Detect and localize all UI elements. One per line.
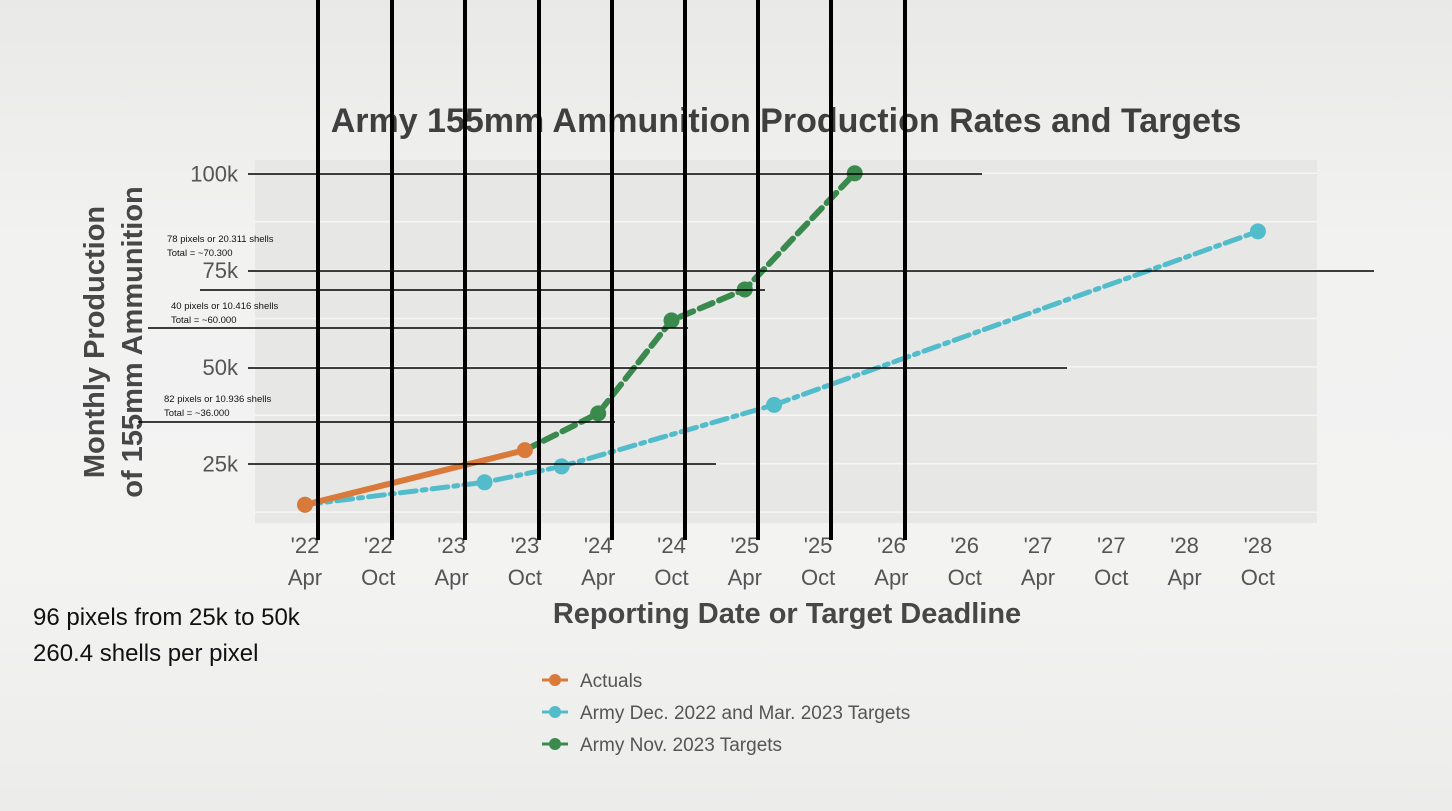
x-tick-year: '23 bbox=[511, 533, 540, 558]
note3-line1: 82 pixels or 10.936 shells bbox=[164, 394, 271, 405]
x-tick-year: '27 bbox=[1097, 533, 1126, 558]
note1-line1: 78 pixels or 20.311 shells bbox=[167, 234, 274, 245]
series-0-marker bbox=[516, 442, 533, 459]
plot-area bbox=[255, 160, 1317, 523]
legend-marker bbox=[549, 706, 561, 718]
x-tick-year: '22 bbox=[364, 533, 393, 558]
series-1-marker bbox=[476, 474, 493, 491]
legend-label: Army Nov. 2023 Targets bbox=[580, 735, 782, 756]
y-tick-label: 75k bbox=[203, 258, 239, 283]
x-tick-year: '25 bbox=[804, 533, 833, 558]
y-tick-label: 25k bbox=[203, 452, 239, 477]
overlay-horizontal-lines bbox=[138, 173, 1374, 465]
y-axis-label-line-2: of 155mm Ammunition bbox=[117, 186, 149, 498]
x-tick-month: Apr bbox=[581, 565, 615, 590]
legend-marker bbox=[549, 738, 561, 750]
bottom-note-2: 260.4 shells per pixel bbox=[33, 640, 258, 667]
x-tick-month: Oct bbox=[1241, 565, 1275, 590]
x-tick-year: '26 bbox=[950, 533, 979, 558]
series-0-marker bbox=[297, 496, 313, 513]
x-tick-year: '28 bbox=[1244, 533, 1273, 558]
chart-title: Army 155mm Ammunition Production Rates a… bbox=[331, 102, 1242, 140]
x-tick-year: '22 bbox=[291, 533, 320, 558]
y-tick-label: 100k bbox=[190, 161, 239, 186]
x-tick-month: Apr bbox=[288, 565, 322, 590]
y-axis-label-line-1: Monthly Production bbox=[79, 206, 111, 478]
x-tick-year: '26 bbox=[877, 533, 906, 558]
series-layer bbox=[297, 165, 1266, 513]
x-tick-month: Oct bbox=[801, 565, 835, 590]
y-tick-labels: 25k 50k 75k 100k bbox=[190, 161, 239, 476]
series-2-marker bbox=[590, 405, 607, 422]
x-tick-month: Apr bbox=[1021, 565, 1055, 590]
legend-label: Army Dec. 2022 and Mar. 2023 Targets bbox=[580, 703, 910, 724]
x-tick-year: '28 bbox=[1170, 533, 1199, 558]
bottom-note-1: 96 pixels from 25k to 50k bbox=[33, 604, 301, 631]
note2-line2: Total = ~60.000 bbox=[171, 315, 237, 326]
legend-label: Actuals bbox=[580, 671, 642, 692]
note2-line1: 40 pixels or 10.416 shells bbox=[171, 301, 278, 312]
x-tick-month: Apr bbox=[1167, 565, 1201, 590]
overlay-vertical-lines bbox=[316, 0, 907, 540]
x-tick-year: '24 bbox=[657, 533, 686, 558]
x-axis-label: Reporting Date or Target Deadline bbox=[553, 598, 1021, 630]
note3-line2: Total = ~36.000 bbox=[164, 408, 230, 419]
series-1-marker bbox=[553, 458, 570, 475]
x-tick-month: Oct bbox=[654, 565, 688, 590]
x-tick-year: '24 bbox=[584, 533, 613, 558]
x-tick-month: Apr bbox=[728, 565, 762, 590]
x-tick-month: Apr bbox=[874, 565, 908, 590]
x-tick-month: Apr bbox=[434, 565, 468, 590]
note1-line2: Total = ~70.300 bbox=[167, 248, 233, 259]
x-tick-month: Oct bbox=[948, 565, 982, 590]
x-tick-year: '27 bbox=[1024, 533, 1053, 558]
series-1-marker bbox=[766, 396, 783, 413]
x-tick-month: Oct bbox=[361, 565, 395, 590]
x-tick-year: '23 bbox=[437, 533, 466, 558]
series-2-marker bbox=[663, 312, 680, 329]
y-tick-label: 50k bbox=[203, 355, 239, 380]
x-tick-labels: '22 Apr '22 Oct '23 Apr '23 Oct '24 Apr '24 Oct '25 A… bbox=[288, 533, 1275, 590]
legend-marker bbox=[549, 674, 561, 686]
legend: Actuals Army Dec. 2022 and Mar. 2023 Targ… bbox=[542, 671, 910, 756]
series-line-0 bbox=[302, 447, 528, 508]
series-1-marker bbox=[1249, 223, 1266, 240]
x-tick-month: Oct bbox=[508, 565, 542, 590]
x-tick-month: Oct bbox=[1094, 565, 1128, 590]
x-tick-year: '25 bbox=[730, 533, 759, 558]
